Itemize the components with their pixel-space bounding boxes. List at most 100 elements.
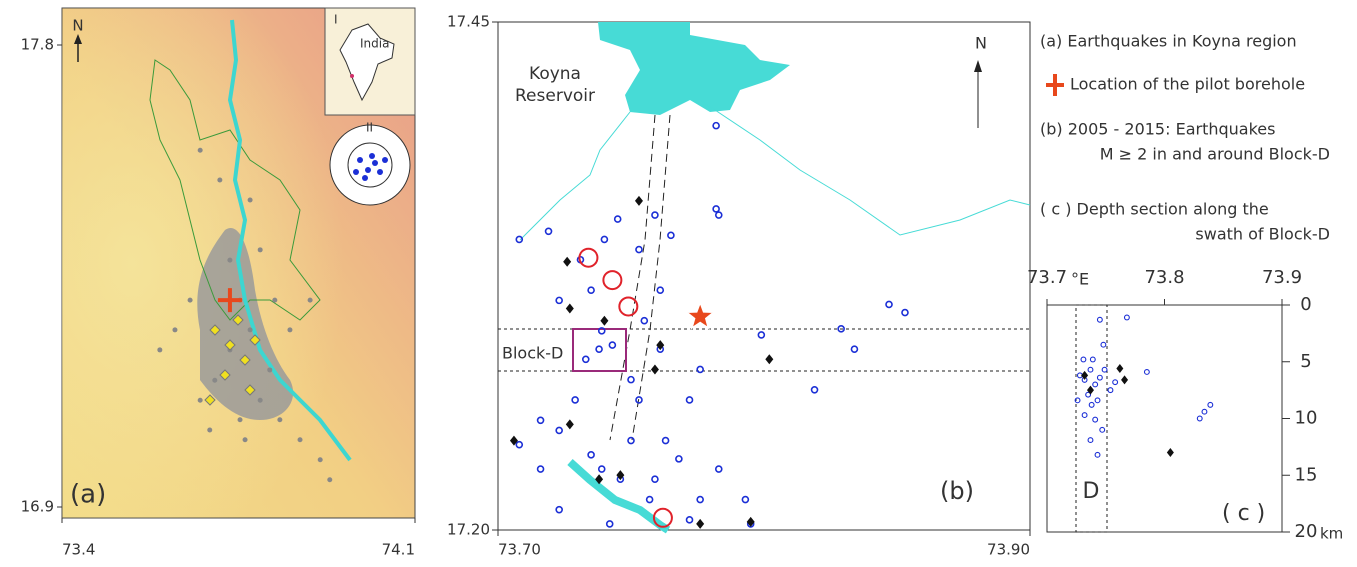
catchment-outline bbox=[149, 59, 321, 321]
earthquake bbox=[1081, 412, 1088, 419]
earthquake bbox=[1099, 426, 1106, 433]
earthquake bbox=[217, 177, 223, 183]
india-shape bbox=[339, 23, 395, 102]
larger-earthquake bbox=[1166, 448, 1174, 458]
y-tick-label: 10 bbox=[1295, 408, 1318, 429]
earthquake bbox=[1087, 437, 1094, 444]
earthquake bbox=[237, 417, 243, 423]
legend-text: ( c ) Depth section along the bbox=[1040, 200, 1269, 219]
larger-earthquake bbox=[565, 419, 574, 430]
reservoir-river bbox=[227, 19, 352, 462]
inset-ring bbox=[347, 142, 393, 188]
earthquake bbox=[536, 416, 545, 425]
earthquake bbox=[157, 347, 163, 353]
earthquake bbox=[1112, 379, 1119, 386]
earthquake bbox=[667, 231, 675, 240]
highlight-event bbox=[652, 507, 673, 528]
earthquake bbox=[714, 465, 723, 473]
y-tick-label: 17.45 bbox=[447, 13, 490, 31]
larger-earthquake bbox=[634, 195, 643, 206]
earthquake bbox=[257, 397, 263, 403]
larger-earthquake bbox=[563, 256, 572, 267]
earthquake bbox=[1092, 416, 1099, 423]
x-tick-label: 73.8 bbox=[1144, 267, 1184, 288]
earthquake bbox=[1100, 341, 1107, 348]
y-unit: km bbox=[1320, 525, 1343, 543]
earthquake bbox=[1094, 451, 1101, 458]
earthquake bbox=[317, 457, 323, 463]
earthquake bbox=[587, 451, 595, 459]
earthquake bbox=[1107, 387, 1114, 394]
earthquake bbox=[1123, 314, 1130, 321]
fault bbox=[609, 114, 656, 441]
earthquake bbox=[187, 297, 193, 303]
larger-earthquake bbox=[565, 303, 574, 314]
x-tick-label: 74.1 bbox=[382, 541, 415, 559]
borehole bbox=[217, 288, 242, 313]
x-tick-label: 73.7 bbox=[1027, 267, 1067, 288]
earthquake bbox=[741, 495, 750, 504]
larger-earthquake bbox=[746, 516, 755, 527]
inset-label: I bbox=[334, 13, 338, 27]
earthquake bbox=[207, 427, 213, 433]
earthquake bbox=[536, 465, 545, 473]
north-arrow-b-head bbox=[974, 60, 982, 72]
earthquake bbox=[1092, 381, 1099, 388]
earthquake bbox=[1101, 366, 1108, 373]
larger-earthquake bbox=[1116, 364, 1124, 374]
seismic-station bbox=[249, 334, 261, 346]
fault bbox=[631, 114, 671, 441]
larger-earthquake bbox=[1086, 385, 1094, 395]
earthquake bbox=[544, 227, 553, 236]
y-tick-label: 17.8 bbox=[21, 36, 54, 54]
larger-earthquake bbox=[600, 315, 609, 326]
earthquake bbox=[901, 308, 909, 317]
north-label: N bbox=[72, 17, 83, 35]
earthquake bbox=[600, 235, 609, 244]
earthquake bbox=[661, 436, 670, 445]
earthquake bbox=[1085, 391, 1092, 398]
reservoir-label: Reservoir bbox=[515, 86, 595, 106]
earthquake bbox=[1074, 397, 1081, 404]
earthquake bbox=[515, 235, 524, 244]
earthquake bbox=[645, 495, 654, 504]
larger-earthquake bbox=[509, 435, 518, 446]
y-tick-label: 0 bbox=[1300, 294, 1311, 315]
legend-text: (a) Earthquakes in Koyna region bbox=[1040, 32, 1297, 51]
earthquake bbox=[555, 505, 563, 514]
seismic-station bbox=[232, 314, 244, 326]
panel-label: (a) bbox=[70, 480, 106, 510]
earthquake bbox=[850, 345, 859, 353]
earthquake bbox=[1080, 356, 1087, 363]
block-d-swath bbox=[1075, 304, 1108, 533]
earthquake bbox=[627, 375, 635, 384]
earthquake bbox=[685, 516, 694, 524]
larger-earthquake bbox=[616, 470, 625, 481]
earthquake bbox=[581, 355, 590, 364]
earthquake bbox=[1143, 369, 1150, 375]
earthquake bbox=[1089, 356, 1096, 363]
x-tick-label: 73.4 bbox=[62, 541, 95, 559]
earthquake bbox=[635, 245, 643, 254]
seismic-station bbox=[219, 369, 231, 381]
earthquake bbox=[885, 300, 893, 309]
y-tick-label: 15 bbox=[1295, 464, 1318, 485]
earthquake bbox=[247, 327, 253, 333]
reservoir-label: Koyna bbox=[529, 64, 581, 84]
earthquake bbox=[197, 147, 203, 153]
legend-text: Location of the pilot borehole bbox=[1070, 75, 1305, 94]
earthquake bbox=[1207, 401, 1214, 408]
highlight-event bbox=[578, 247, 599, 268]
earthquake bbox=[837, 325, 845, 333]
earthquake bbox=[712, 205, 720, 213]
north-label: N bbox=[975, 34, 987, 53]
larger-earthquake bbox=[1121, 375, 1129, 385]
earthquake bbox=[555, 296, 563, 305]
earthquake bbox=[571, 396, 579, 404]
larger-earthquake bbox=[765, 354, 774, 365]
earthquake bbox=[247, 197, 253, 203]
earthquake bbox=[613, 215, 622, 223]
earthquake bbox=[605, 520, 614, 528]
earthquake bbox=[656, 286, 665, 295]
